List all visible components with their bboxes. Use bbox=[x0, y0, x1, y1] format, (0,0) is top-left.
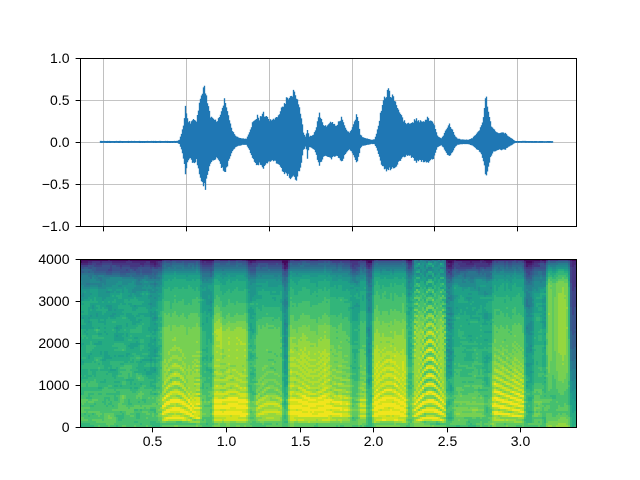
svg-text:3000: 3000 bbox=[38, 293, 69, 309]
svg-text:1.5: 1.5 bbox=[291, 433, 311, 449]
svg-text:3.0: 3.0 bbox=[511, 433, 531, 449]
svg-text:1000: 1000 bbox=[38, 377, 69, 393]
svg-text:0.5: 0.5 bbox=[143, 433, 163, 449]
svg-text:1.0: 1.0 bbox=[217, 433, 237, 449]
svg-text:−0.5: −0.5 bbox=[42, 176, 70, 192]
svg-text:4000: 4000 bbox=[38, 251, 69, 267]
svg-text:2.0: 2.0 bbox=[364, 433, 384, 449]
svg-text:1.0: 1.0 bbox=[50, 50, 70, 66]
svg-text:0.5: 0.5 bbox=[50, 92, 70, 108]
svg-text:0.0: 0.0 bbox=[50, 134, 70, 150]
svg-text:2.5: 2.5 bbox=[438, 433, 458, 449]
svg-text:−1.0: −1.0 bbox=[42, 218, 70, 234]
svg-text:0: 0 bbox=[62, 419, 70, 435]
svg-text:2000: 2000 bbox=[38, 335, 69, 351]
